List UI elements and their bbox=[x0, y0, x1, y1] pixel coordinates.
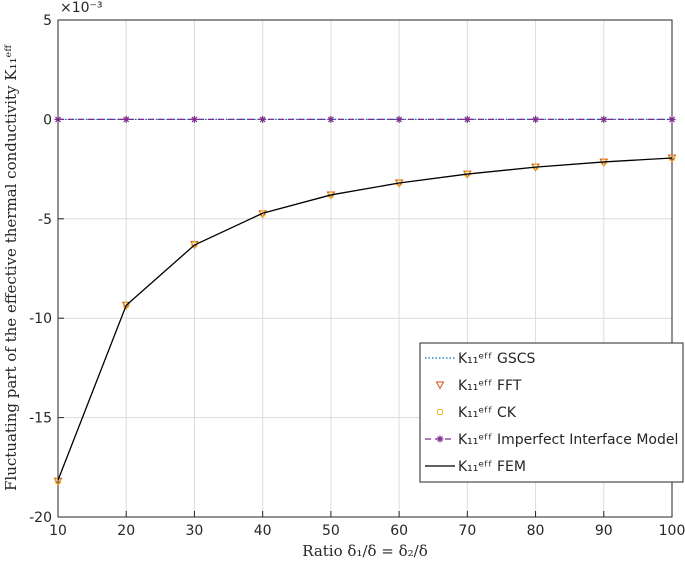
legend-label: K₁₁ᵉᶠᶠ GSCS bbox=[458, 351, 536, 367]
marker bbox=[395, 115, 403, 123]
marker bbox=[463, 115, 471, 123]
y-tick-label: -5 bbox=[38, 212, 52, 228]
marker bbox=[54, 477, 62, 485]
x-axis-label: Ratio δ₁/δ = δ₂/δ bbox=[302, 542, 428, 560]
series-line bbox=[57, 157, 673, 481]
marker bbox=[122, 115, 130, 123]
marker bbox=[668, 115, 676, 123]
x-tick-label: 70 bbox=[458, 523, 476, 539]
legend-label: K₁₁ᵉᶠᶠ FEM bbox=[458, 459, 526, 475]
marker bbox=[435, 381, 445, 390]
x-tick-label: 40 bbox=[254, 523, 272, 539]
marker bbox=[532, 115, 540, 123]
y-tick-label: -20 bbox=[29, 510, 52, 526]
y-multiplier: ×10⁻³ bbox=[60, 0, 103, 16]
y-tick-label: -15 bbox=[29, 411, 52, 427]
x-tick-label: 30 bbox=[186, 523, 204, 539]
x-tick-label: 60 bbox=[390, 523, 408, 539]
marker bbox=[436, 435, 444, 443]
marker bbox=[600, 115, 608, 123]
marker bbox=[191, 241, 198, 248]
marker bbox=[259, 115, 267, 123]
legend-label: K₁₁ᵉᶠᶠ FFT bbox=[458, 378, 522, 394]
legend-label: K₁₁ᵉᶠᶠ Imperfect Interface Model bbox=[458, 432, 678, 448]
marker bbox=[436, 408, 444, 416]
marker bbox=[327, 115, 335, 123]
legend-box bbox=[419, 342, 684, 483]
y-tick-label: -10 bbox=[29, 311, 52, 327]
x-tick-label: 50 bbox=[322, 523, 340, 539]
plot-frame bbox=[57, 19, 673, 518]
legend-label: K₁₁ᵉᶠᶠ CK bbox=[458, 405, 517, 421]
x-tick-label: 80 bbox=[527, 523, 545, 539]
x-tick-label: 20 bbox=[117, 523, 135, 539]
x-tick-label: 100 bbox=[659, 523, 685, 539]
x-tick-label: 10 bbox=[49, 523, 67, 539]
marker bbox=[122, 301, 130, 309]
y-tick-label: 0 bbox=[43, 112, 52, 128]
marker bbox=[190, 115, 198, 123]
y-tick-label: 5 bbox=[43, 13, 52, 29]
marker bbox=[54, 115, 62, 123]
x-tick-label: 90 bbox=[595, 523, 613, 539]
y-axis-label: Fluctuating part of the effective therma… bbox=[2, 43, 20, 491]
